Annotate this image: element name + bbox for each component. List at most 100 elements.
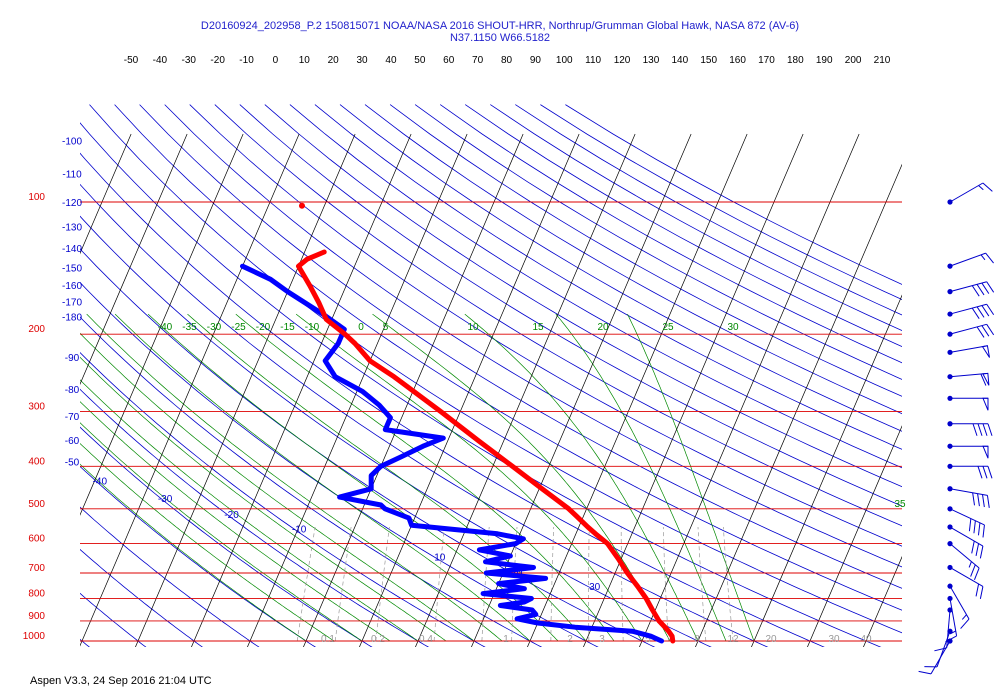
wind-barb	[947, 395, 989, 411]
mixing-ratio-line	[662, 526, 669, 642]
wind-barb	[945, 595, 958, 643]
moist-adiabat	[114, 313, 531, 642]
moist-adiabat	[555, 313, 727, 642]
pressure-label: 800	[28, 588, 45, 599]
moist-adiabat	[80, 356, 447, 642]
moist-adiabat-label: -25	[231, 322, 246, 333]
dry-adiabat	[565, 104, 902, 285]
moist-adiabat	[147, 313, 559, 642]
mixing-ratio-label: 40	[860, 634, 872, 645]
dry-adiabat	[80, 548, 203, 647]
moist-adiabat-label: 5	[383, 322, 389, 333]
temperature-tick-label: -50	[124, 55, 139, 66]
moist-adiabat-label: 30	[727, 322, 739, 333]
isotherm	[359, 133, 580, 647]
isotherm	[135, 133, 356, 647]
temperature-tick-label: 120	[614, 55, 631, 66]
moist-adiabat-label: 25	[662, 322, 674, 333]
wind-barb	[947, 252, 994, 269]
isotherm	[415, 133, 636, 647]
temperature-profile	[296, 249, 676, 644]
moist-adiabat	[80, 401, 391, 642]
temperature-tick-label: 110	[585, 55, 601, 66]
dry-adiabat	[80, 352, 486, 647]
temperature-tick-label: 90	[530, 55, 542, 66]
pressure-label: 200	[28, 324, 45, 335]
moist-adiabat-label: 35	[894, 499, 906, 510]
isotherm	[0, 134, 75, 659]
mixing-ratio-line	[296, 526, 316, 642]
moist-adiabat-label: -40	[158, 322, 173, 333]
pressure-label: 1000	[23, 631, 46, 642]
pressure-label: 300	[28, 401, 45, 412]
wind-barb	[947, 524, 984, 559]
footer-credit: Aspen V3.3, 24 Sep 2016 21:04 UTC	[30, 675, 212, 687]
dry-adiabat-label: -90	[65, 353, 80, 364]
dry-adiabat-label: 20	[511, 568, 523, 579]
wind-barb	[934, 607, 953, 652]
dry-adiabat	[114, 104, 902, 611]
wind-barb	[947, 281, 995, 297]
temperature-tick-label: 80	[501, 55, 513, 66]
wind-barb	[947, 463, 993, 479]
temperature-tick-label: 30	[357, 55, 369, 66]
pressure-label: 900	[28, 611, 45, 622]
isotherm	[863, 556, 902, 647]
mixing-ratio-label: 0.2	[371, 634, 385, 645]
moist-adiabat	[80, 379, 419, 642]
dewpoint-profile	[240, 263, 665, 644]
wind-barb	[947, 541, 980, 580]
dry-adiabat-label: -140	[62, 244, 82, 255]
wind-barb	[947, 583, 970, 629]
isotherm	[80, 133, 300, 647]
temperature-tick-label: 210	[874, 55, 891, 66]
dry-adiabat	[80, 506, 260, 647]
sounding-location: N37.1150 W66.5182	[449, 32, 551, 44]
isotherm	[191, 133, 412, 647]
moist-adiabat-label: -10	[305, 322, 320, 333]
isotherm	[247, 133, 468, 647]
dry-adiabat	[80, 183, 769, 647]
dry-adiabat-label: -150	[62, 264, 82, 275]
temperature-tick-label: 140	[671, 55, 688, 66]
dry-adiabat	[80, 465, 317, 647]
moist-adiabat	[372, 313, 671, 642]
dry-adiabat	[339, 104, 902, 432]
mixing-ratio-label: 0.1	[321, 634, 335, 645]
wind-barb	[947, 486, 990, 508]
temperature-tick-label: 150	[700, 55, 717, 66]
isotherm	[695, 163, 902, 647]
wind-barb	[947, 564, 984, 599]
isotherm	[751, 294, 902, 647]
moist-adiabat	[295, 313, 643, 642]
temperature-tick-label: 70	[472, 55, 484, 66]
dry-adiabat	[164, 104, 902, 568]
isotherm	[807, 425, 902, 647]
moist-adiabat-label: -15	[280, 322, 295, 333]
wind-barb	[947, 421, 993, 436]
temperature-tick-label: 50	[414, 55, 426, 66]
moist-adiabat	[86, 313, 503, 642]
dry-adiabat-label: -80	[65, 385, 80, 396]
dry-adiabat	[80, 215, 712, 647]
sounding-title: D20160924_202958_P.2 150815071 NOAA/NASA…	[200, 20, 800, 32]
mixing-ratio-label: 30	[828, 634, 840, 645]
mixing-ratio-label: 0.4	[419, 634, 433, 645]
isotherm	[80, 133, 188, 386]
moist-adiabat-label: 15	[532, 322, 544, 333]
dry-adiabat-label: -130	[62, 222, 82, 233]
temperature-tick-label: -30	[182, 55, 197, 66]
temperature-tick-label: 160	[729, 55, 746, 66]
wind-barb	[918, 638, 953, 675]
dry-adiabat	[80, 638, 90, 647]
dry-adiabat	[80, 388, 430, 647]
dry-adiabat	[414, 104, 902, 380]
moist-adiabat	[464, 313, 699, 642]
dry-adiabat-label: -40	[93, 476, 108, 487]
moist-adiabat-label: -20	[256, 322, 271, 333]
temperature-tick-label: 10	[299, 55, 311, 66]
wind-barb	[947, 443, 989, 459]
temperature-tick-label: -40	[153, 55, 168, 66]
moist-adiabat	[80, 443, 335, 642]
